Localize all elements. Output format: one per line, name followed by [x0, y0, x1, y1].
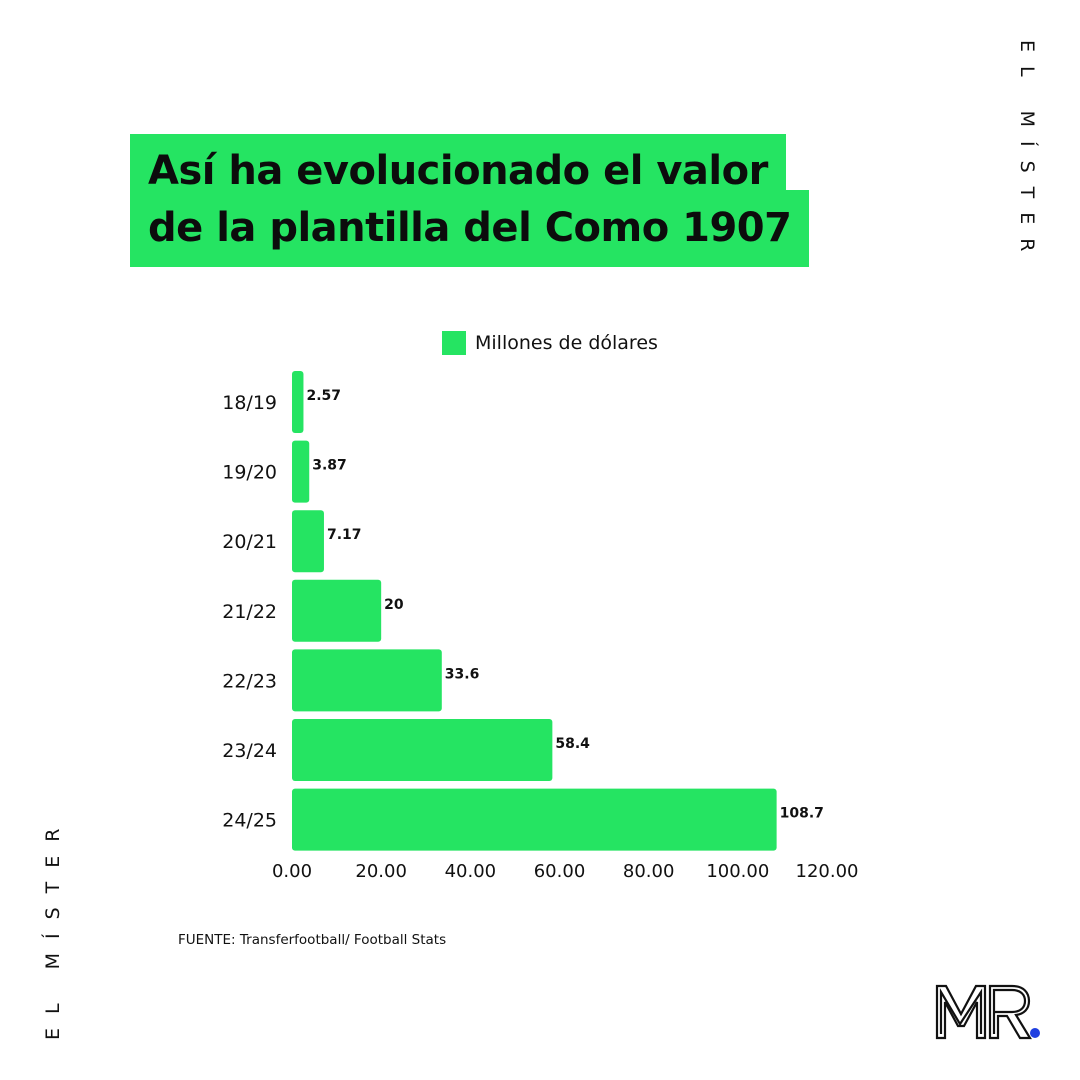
- mr-logo: [935, 984, 1040, 1040]
- x-tick-label: 80.00: [623, 861, 675, 882]
- x-tick-label: 120.00: [796, 861, 859, 882]
- bar-20-21: [292, 510, 324, 573]
- value-label: 108.7: [780, 806, 824, 822]
- bar-18-19: [292, 371, 304, 433]
- value-label: 20: [384, 597, 404, 613]
- title-highlight-top: [130, 134, 786, 196]
- bar-21-22: [292, 579, 382, 642]
- value-label: 58.4: [555, 736, 590, 752]
- value-label: 33.6: [445, 666, 480, 682]
- category-label: 24/25: [222, 810, 277, 832]
- category-label: 18/19: [222, 392, 277, 414]
- bar-22-23: [292, 649, 442, 712]
- category-label: 19/20: [222, 462, 277, 484]
- legend-swatch: [442, 331, 466, 355]
- source-note: FUENTE: Transferfootball/ Football Stats: [178, 932, 447, 948]
- x-tick-label: 20.00: [355, 861, 407, 882]
- title-line-2: de la plantilla del Como 1907: [148, 205, 792, 251]
- value-label: 2.57: [306, 388, 341, 404]
- value-label: 7.17: [327, 527, 362, 543]
- x-tick-label: 100.00: [706, 861, 769, 882]
- chart-legend: Millones de dólares: [442, 331, 658, 355]
- value-label: 3.87: [312, 458, 347, 474]
- bar-19-20: [292, 440, 310, 503]
- category-label: 20/21: [222, 531, 277, 553]
- category-label: 21/22: [222, 601, 277, 623]
- chart-title: Así ha evolucionado el valor de la plant…: [130, 134, 875, 267]
- x-tick-label: 40.00: [445, 861, 497, 882]
- bar-24-25: [292, 788, 777, 851]
- logo-dot: [1030, 1028, 1040, 1038]
- category-label: 22/23: [222, 670, 277, 692]
- title-line-1: Así ha evolucionado el valor: [148, 148, 768, 194]
- x-tick-label: 0.00: [272, 861, 312, 882]
- category-label: 23/24: [222, 740, 277, 762]
- title-highlight-bottom: [130, 190, 809, 267]
- legend-label: Millones de dólares: [475, 332, 658, 354]
- x-tick-label: 60.00: [534, 861, 586, 882]
- bar-23-24: [292, 719, 553, 781]
